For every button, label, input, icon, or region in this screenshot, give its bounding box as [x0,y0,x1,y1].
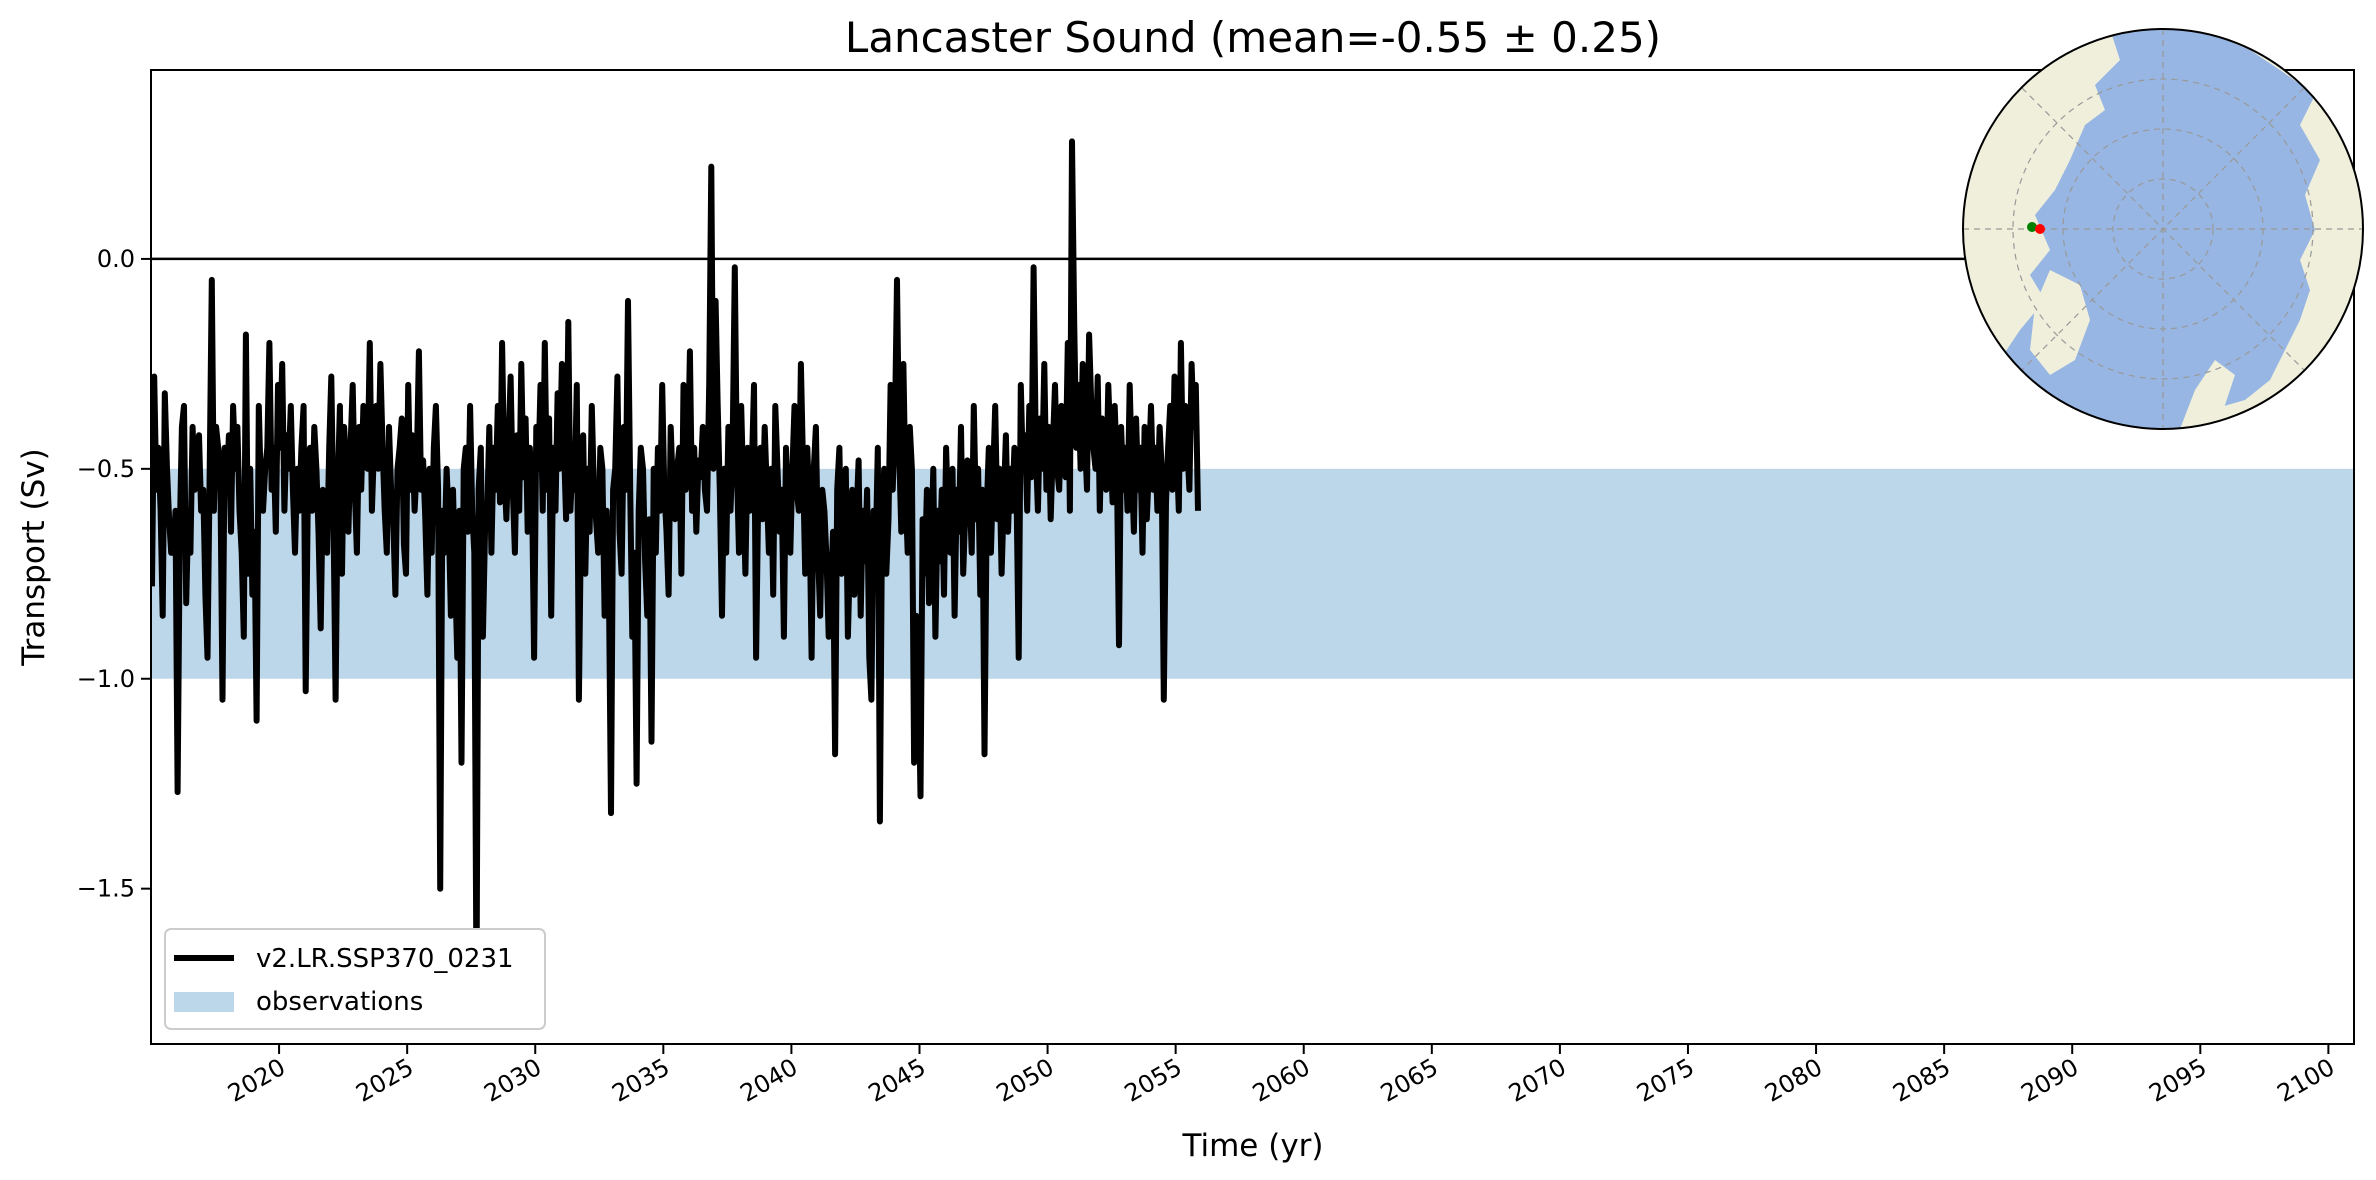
x-tick-label: 2025 [351,1053,418,1108]
x-tick-label: 2090 [2016,1053,2083,1108]
y-tick-label: −1.0 [77,665,135,693]
y-axis-ticks: 0.0 −0.5 −1.0 −1.5 [77,245,151,903]
x-tick-label: 2100 [2272,1053,2339,1108]
plot-frame [150,69,2355,1045]
x-tick-label: 2040 [736,1053,803,1108]
y-tick-label: 0.0 [97,245,135,273]
legend-box [164,928,546,1030]
map-land-eurasia [2190,29,2363,429]
y-tick-label: −1.5 [77,875,135,903]
x-axis-label: Time (yr) [1182,1128,1324,1164]
x-tick-label: 2075 [1632,1053,1699,1108]
x-tick-label: 2060 [1248,1053,1315,1108]
map-marker-green [2027,222,2037,232]
map-graticule [1963,29,2363,429]
map-land-scandinavia [2180,360,2235,429]
legend-label-series: v2.LR.SSP370_0231 [256,944,514,974]
x-tick-label: 2035 [607,1053,674,1108]
x-tick-label: 2070 [1504,1053,1571,1108]
x-tick-label: 2085 [1888,1053,1955,1108]
series-line [151,138,1201,997]
x-tick-label: 2050 [992,1053,1059,1108]
map-land-north-america [1963,29,2120,380]
x-axis-ticks: 2020 2025 2030 2035 2040 2045 2050 2055 2060 2065… [223,1044,2339,1108]
y-tick-label: −0.5 [77,455,135,483]
map-marker-red [2035,224,2045,234]
legend-label-observations: observations [256,987,423,1017]
legend: v2.LR.SSP370_0231 observations [164,928,546,1030]
x-tick-label: 2045 [864,1053,931,1108]
x-tick-label: 2030 [479,1053,546,1108]
x-tick-label: 2065 [1376,1053,1443,1108]
chart-title: Lancaster Sound (mean=-0.55 ± 0.25) [845,13,1661,62]
map-border [1962,28,2364,430]
map-land-greenland [2030,270,2090,375]
inset-polar-map [1962,28,2364,430]
legend-swatch-band [174,992,234,1012]
x-tick-label: 2020 [223,1053,290,1108]
x-tick-label: 2080 [1760,1053,1827,1108]
x-tick-label: 2055 [1120,1053,1187,1108]
x-tick-label: 2095 [2144,1053,2211,1108]
plot-area [151,138,2354,997]
y-axis-label: Transport (Sv) [16,448,52,667]
